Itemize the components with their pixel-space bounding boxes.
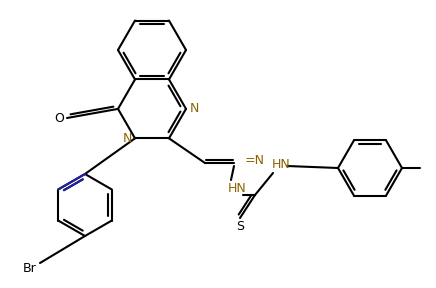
Text: S: S xyxy=(236,219,244,232)
Text: HN: HN xyxy=(272,158,290,171)
Text: =N: =N xyxy=(245,154,265,168)
Text: HN: HN xyxy=(228,181,246,194)
Text: O: O xyxy=(54,111,64,124)
Text: Br: Br xyxy=(23,262,37,274)
Text: N: N xyxy=(123,132,132,145)
Text: N: N xyxy=(189,103,199,115)
